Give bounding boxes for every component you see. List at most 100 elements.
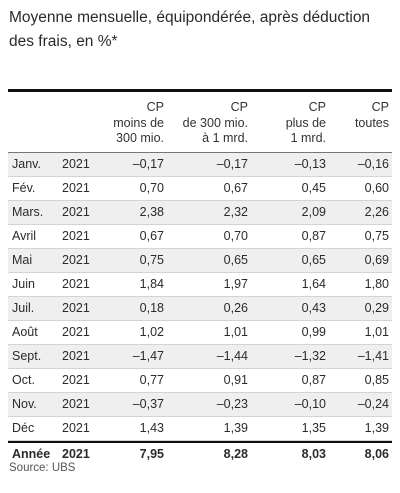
row-value-all: 2,26 (364, 205, 389, 219)
row-value-medium: 2,32 (223, 205, 248, 219)
row-value-all: 0,69 (364, 253, 389, 267)
column-header-medium: CP de 300 mio. à 1 mrd. (182, 100, 248, 145)
row-value-small: 0,67 (139, 229, 164, 243)
row-value-medium: 0,91 (223, 373, 248, 387)
row-month: Nov. (12, 397, 37, 411)
row-month: Août (12, 325, 38, 339)
row-year: 2021 (62, 373, 90, 387)
row-value-large: 1,35 (301, 421, 326, 435)
row-value-large: 0,99 (301, 325, 326, 339)
table-title: Moyenne mensuelle, équipondérée, après d… (9, 9, 371, 50)
row-month: Juin (12, 277, 35, 291)
row-month: Avril (12, 229, 37, 243)
row-value-large: 1,64 (301, 277, 326, 291)
total-value-medium: 8,28 (223, 447, 248, 461)
row-value-large: 0,65 (301, 253, 326, 267)
row-value-small: –0,37 (132, 397, 164, 411)
row-value-large: –1,32 (294, 349, 326, 363)
row-year: 2021 (62, 181, 90, 195)
table-row: Avril 2021 0,67 0,70 0,87 0,75 (8, 225, 392, 249)
row-value-large: 0,87 (301, 373, 326, 387)
row-value-all: 0,85 (364, 373, 389, 387)
row-value-all: –0,24 (357, 397, 389, 411)
row-value-medium: 1,01 (223, 325, 248, 339)
table-row: Janv. 2021 –0,17 –0,17 –0,13 –0,16 (8, 153, 392, 177)
table-row: Déc 2021 1,43 1,39 1,35 1,39 (8, 417, 392, 441)
row-month: Fév. (12, 181, 36, 195)
row-value-medium: 0,26 (223, 301, 248, 315)
row-month: Oct. (12, 373, 35, 387)
table-row: Fév. 2021 0,70 0,67 0,45 0,60 (8, 177, 392, 201)
total-value-all: 8,06 (364, 447, 389, 461)
row-value-all: 1,80 (364, 277, 389, 291)
row-value-all: 0,29 (364, 301, 389, 315)
total-value-small: 7,95 (139, 447, 164, 461)
row-value-large: 2,09 (301, 205, 326, 219)
row-year: 2021 (62, 421, 90, 435)
row-value-all: 0,75 (364, 229, 389, 243)
row-value-small: –1,47 (132, 349, 164, 363)
table-row: Août 2021 1,02 1,01 0,99 1,01 (8, 321, 392, 345)
table-row: Sept. 2021 –1,47 –1,44 –1,32 –1,41 (8, 345, 392, 369)
top-rule (8, 89, 392, 92)
row-month: Mai (12, 253, 33, 267)
table-row: Nov. 2021 –0,37 –0,23 –0,10 –0,24 (8, 393, 392, 417)
row-value-all: 1,39 (364, 421, 389, 435)
total-label: Année (12, 447, 51, 461)
row-month: Mars. (12, 205, 44, 219)
row-value-small: –0,17 (132, 157, 164, 171)
column-header-large: CP plus de 1 mrd. (285, 100, 326, 145)
row-value-medium: 1,97 (223, 277, 248, 291)
column-header-small: CP moins de 300 mio. (113, 100, 164, 145)
row-value-medium: 0,70 (223, 229, 248, 243)
row-value-small: 1,02 (139, 325, 164, 339)
header-rule (8, 152, 392, 153)
row-month: Janv. (12, 157, 41, 171)
row-value-medium: –1,44 (216, 349, 248, 363)
row-month: Déc (12, 421, 35, 435)
table-row: Mai 2021 0,75 0,65 0,65 0,69 (8, 249, 392, 273)
row-value-all: –0,16 (357, 157, 389, 171)
row-year: 2021 (62, 277, 90, 291)
table-row: Mars. 2021 2,38 2,32 2,09 2,26 (8, 201, 392, 225)
column-header-all: CP toutes (354, 100, 389, 130)
row-value-medium: 0,65 (223, 253, 248, 267)
row-value-small: 1,43 (139, 421, 164, 435)
row-year: 2021 (62, 205, 90, 219)
row-value-all: –1,41 (357, 349, 389, 363)
row-value-small: 1,84 (139, 277, 164, 291)
row-year: 2021 (62, 253, 90, 267)
row-month: Juil. (12, 301, 35, 315)
table-body: Janv. 2021 –0,17 –0,17 –0,13 –0,16 Fév. 2021 0,7… (8, 153, 392, 441)
row-year: 2021 (62, 157, 90, 171)
row-value-small: 0,75 (139, 253, 164, 267)
row-value-small: 0,77 (139, 373, 164, 387)
row-value-medium: 1,39 (223, 421, 248, 435)
total-rule (8, 441, 392, 443)
returns-table: CP moins de 300 mio. CP de 300 mio. à 1 … (8, 89, 392, 466)
row-year: 2021 (62, 301, 90, 315)
source-note: Source: UBS (9, 462, 76, 474)
table-row: Oct. 2021 0,77 0,91 0,87 0,85 (8, 369, 392, 393)
row-value-medium: –0,23 (216, 397, 248, 411)
row-value-large: 0,45 (301, 181, 326, 195)
table-header: CP moins de 300 mio. CP de 300 mio. à 1 … (8, 92, 392, 152)
row-value-large: 0,43 (301, 301, 326, 315)
total-row: Année 2021 7,95 8,28 8,03 8,06 (8, 443, 392, 466)
row-year: 2021 (62, 349, 90, 363)
row-year: 2021 (62, 325, 90, 339)
row-month: Sept. (12, 349, 42, 363)
total-value-large: 8,03 (301, 447, 326, 461)
row-value-small: 0,18 (139, 301, 164, 315)
row-value-all: 0,60 (364, 181, 389, 195)
total-year: 2021 (62, 447, 90, 461)
row-value-medium: 0,67 (223, 181, 248, 195)
table-row: Juil. 2021 0,18 0,26 0,43 0,29 (8, 297, 392, 321)
row-value-large: –0,10 (294, 397, 326, 411)
row-value-large: –0,13 (294, 157, 326, 171)
row-value-all: 1,01 (364, 325, 389, 339)
row-value-medium: –0,17 (216, 157, 248, 171)
row-value-large: 0,87 (301, 229, 326, 243)
row-value-small: 2,38 (139, 205, 164, 219)
row-year: 2021 (62, 397, 90, 411)
